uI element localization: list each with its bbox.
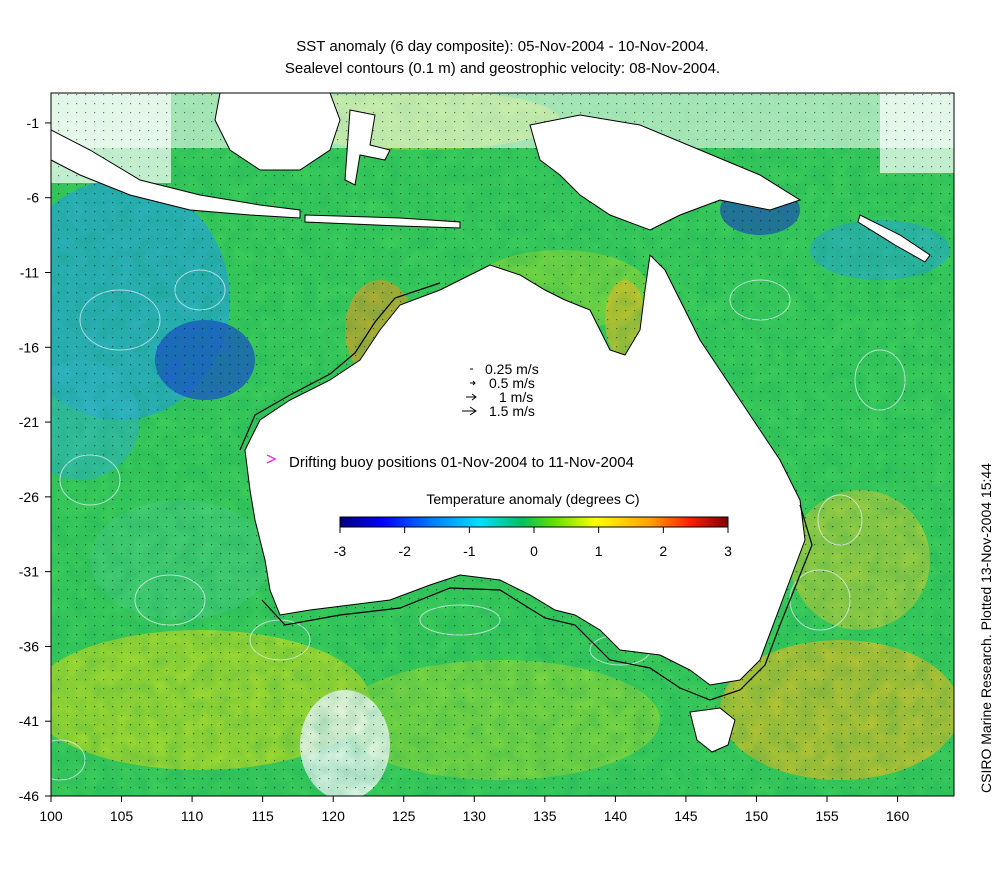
velocity-arrow-1 xyxy=(466,393,477,401)
credit-text: CSIRO Marine Research. Plotted 13-Nov-20… xyxy=(978,463,994,793)
y-tick-label: -21 xyxy=(19,414,39,430)
plot-frame xyxy=(50,92,955,797)
y-tick-label: -46 xyxy=(19,788,39,804)
y-tick-label: -41 xyxy=(19,713,39,729)
x-tick-label: 160 xyxy=(886,808,910,824)
colorbar-ramp xyxy=(339,516,729,528)
x-tick-label: 145 xyxy=(674,808,698,824)
y-axis: -1 -6 -11 -16 -21 -26 -31 -36 -41 -46 xyxy=(19,115,51,804)
colorbar: Temperature anomaly (degrees C) -3 -2 -1 0 1… xyxy=(334,491,732,559)
y-tick-label: -11 xyxy=(20,264,39,280)
x-tick-label: 120 xyxy=(322,808,346,824)
x-tick-label: 125 xyxy=(392,808,416,824)
y-tick-label: -1 xyxy=(27,115,40,131)
colorbar-tick-label: 1 xyxy=(595,543,603,559)
colorbar-tick-label: -2 xyxy=(398,543,411,559)
buoy-legend-label: Drifting buoy positions 01-Nov-2004 to 1… xyxy=(289,454,634,471)
velocity-legend-label: 0.25 m/s xyxy=(485,361,539,377)
velocity-legend: 0.25 m/s 0.5 m/s 1 m/s 1.5 m/s xyxy=(462,361,539,419)
y-tick-label: -31 xyxy=(19,564,39,580)
x-tick-label: 110 xyxy=(181,808,204,824)
sst-field xyxy=(51,93,954,796)
y-tick-label: -36 xyxy=(19,638,39,654)
colorbar-tick-label: -3 xyxy=(334,543,347,559)
x-tick-label: 115 xyxy=(251,808,274,824)
velocity-legend-label: 1 m/s xyxy=(499,389,533,405)
x-tick-label: 140 xyxy=(604,808,628,824)
y-tick-label: -6 xyxy=(27,190,40,206)
velocity-arrow-0-5 xyxy=(470,380,476,386)
map-title-line-1: SST anomaly (6 day composite): 05-Nov-20… xyxy=(296,38,709,55)
velocity-arrow-1-5 xyxy=(462,406,477,416)
buoy-marker-icon xyxy=(266,454,277,464)
x-tick-label: 130 xyxy=(463,808,487,824)
y-tick-label: -26 xyxy=(19,489,39,505)
x-axis: 100 105 110 115 120 125 130 135 140 145 150 155 160 xyxy=(39,796,909,824)
australia-landmass xyxy=(244,253,806,686)
colorbar-tick-label: 0 xyxy=(530,543,538,559)
x-tick-label: 150 xyxy=(745,808,769,824)
x-tick-label: 105 xyxy=(110,808,134,824)
colorbar-tick-label: 3 xyxy=(724,543,732,559)
colorbar-tick-label: -1 xyxy=(463,543,476,559)
velocity-legend-label: 0.5 m/s xyxy=(489,375,535,391)
colorbar-title: Temperature anomaly (degrees C) xyxy=(426,491,639,507)
velocity-legend-label: 1.5 m/s xyxy=(489,403,535,419)
y-tick-label: -16 xyxy=(19,339,39,355)
colorbar-tick-label: 2 xyxy=(659,543,667,559)
x-tick-label: 135 xyxy=(533,808,557,824)
x-tick-label: 155 xyxy=(815,808,839,824)
buoy-legend: Drifting buoy positions 01-Nov-2004 to 1… xyxy=(266,454,634,471)
map-title-line-2: Sealevel contours (0.1 m) and geostrophi… xyxy=(284,60,721,77)
x-tick-label: 100 xyxy=(39,808,63,824)
